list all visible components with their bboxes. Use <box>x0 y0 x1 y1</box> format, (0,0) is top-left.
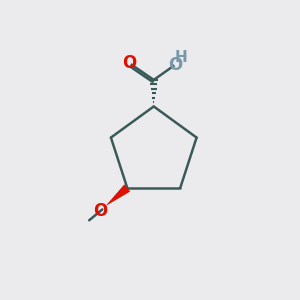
Text: O: O <box>94 202 108 220</box>
Text: O: O <box>122 54 136 72</box>
Polygon shape <box>106 184 130 206</box>
Text: O: O <box>169 56 183 74</box>
Text: H: H <box>175 50 188 65</box>
